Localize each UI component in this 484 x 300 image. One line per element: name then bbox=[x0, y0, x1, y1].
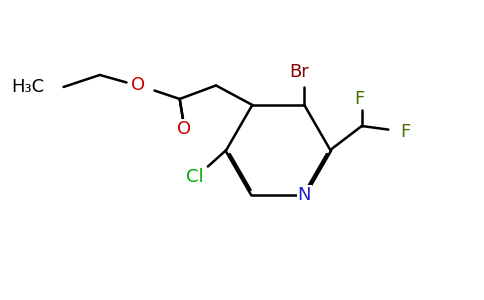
Text: F: F bbox=[354, 90, 364, 108]
Text: N: N bbox=[298, 186, 311, 204]
Text: O: O bbox=[132, 76, 146, 94]
Text: Br: Br bbox=[289, 63, 309, 81]
Text: Cl: Cl bbox=[186, 168, 204, 186]
Text: O: O bbox=[178, 120, 192, 138]
Text: H₃C: H₃C bbox=[11, 78, 44, 96]
Text: F: F bbox=[400, 123, 410, 141]
